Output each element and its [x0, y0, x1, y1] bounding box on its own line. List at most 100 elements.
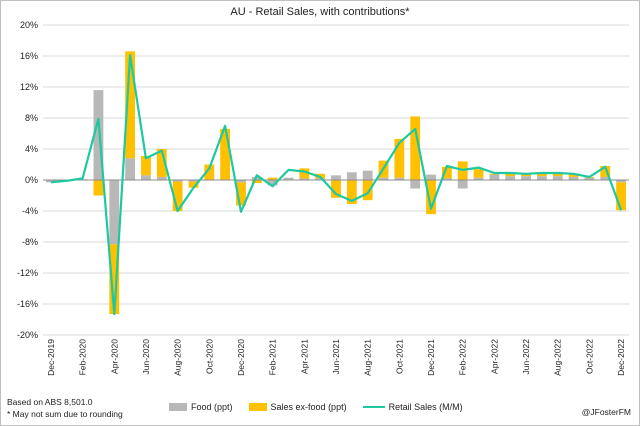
- bar-ex-food: [473, 169, 484, 178]
- bar-ex-food: [109, 244, 120, 315]
- bar-ex-food: [616, 182, 626, 211]
- bar-food: [315, 178, 326, 180]
- bar-ex-food: [299, 168, 310, 179]
- bar-food: [473, 177, 484, 180]
- bar-food: [251, 176, 262, 180]
- bar-food: [141, 175, 151, 180]
- x-tick-label: Dec-2021: [426, 339, 436, 376]
- x-tick-label: Dec-2020: [236, 339, 246, 376]
- y-tick-label: -4%: [22, 206, 38, 216]
- bar-food: [536, 176, 547, 180]
- bar-food: [600, 176, 611, 180]
- bar-ex-food: [141, 155, 151, 176]
- y-tick-label: -16%: [17, 299, 38, 309]
- bar-food: [616, 180, 626, 183]
- legend-swatch-retail: [362, 406, 385, 408]
- x-tick-label: Jun-2021: [331, 339, 341, 375]
- bar-food: [125, 158, 136, 180]
- bar-ex-food: [251, 180, 262, 184]
- bar-ex-food: [267, 177, 278, 180]
- bar-ex-food: [236, 182, 246, 206]
- x-tick-label: Oct-2020: [204, 339, 214, 374]
- x-tick-label: Dec-2022: [616, 339, 626, 376]
- bar-food: [489, 174, 500, 180]
- bar-food: [46, 180, 56, 183]
- bar-ex-food: [568, 173, 579, 177]
- bar-ex-food: [536, 173, 547, 177]
- bar-ex-food: [125, 51, 136, 159]
- bar-ex-food: [156, 149, 167, 177]
- bar-ex-food: [505, 173, 516, 177]
- bar-ex-food: [410, 116, 421, 180]
- y-tick-label: 20%: [20, 20, 38, 30]
- x-tick-label: Feb-2021: [268, 339, 278, 376]
- bar-ex-food: [93, 180, 104, 196]
- x-tick-label: Oct-2021: [394, 339, 404, 374]
- bar-food: [236, 180, 246, 183]
- x-tick-label: Aug-2020: [173, 339, 183, 376]
- bar-ex-food: [426, 180, 436, 215]
- bar-food: [584, 177, 595, 180]
- bar-food: [378, 177, 389, 180]
- bar-ex-food: [362, 180, 373, 201]
- bar-food: [521, 176, 531, 180]
- y-tick-label: -12%: [17, 268, 38, 278]
- x-tick-label: Apr-2022: [489, 339, 499, 374]
- x-tick-label: Aug-2021: [363, 339, 373, 376]
- x-tick-label: Jun-2022: [521, 339, 531, 375]
- bar-food: [346, 172, 357, 180]
- legend-swatch-food: [169, 403, 187, 411]
- legend-item-food: Food (ppt): [169, 402, 233, 412]
- x-tick-label: Feb-2020: [78, 339, 88, 376]
- y-tick-label: 0%: [25, 175, 38, 185]
- bar-food: [410, 180, 421, 189]
- bar-food: [362, 170, 373, 180]
- bar-food: [156, 176, 167, 180]
- bar-food: [93, 90, 104, 180]
- retail-sales-line: [50, 54, 623, 316]
- bar-food: [394, 177, 405, 180]
- bar-ex-food: [188, 181, 199, 188]
- y-tick-label: -20%: [17, 330, 38, 340]
- bar-food: [109, 180, 120, 245]
- chart-legend: Food (ppt) Sales ex-food (ppt) Retail Sa…: [169, 402, 479, 412]
- legend-item-retail: Retail Sales (M/M): [362, 402, 463, 412]
- bar-ex-food: [331, 180, 341, 198]
- legend-label-exfood: Sales ex-food (ppt): [270, 402, 347, 412]
- bar-food: [172, 180, 183, 182]
- bar-food: [441, 178, 452, 180]
- x-tick-label: Feb-2022: [458, 339, 468, 376]
- legend-label-retail: Retail Sales (M/M): [388, 402, 463, 412]
- bar-ex-food: [521, 173, 531, 177]
- bar-ex-food: [204, 164, 215, 180]
- x-tick-label: Jun-2020: [141, 339, 151, 375]
- y-tick-label: 16%: [20, 51, 38, 61]
- bar-ex-food: [441, 166, 452, 179]
- bar-ex-food: [394, 138, 405, 178]
- bar-ex-food: [172, 181, 183, 211]
- author-credit: @JFosterFM: [581, 407, 631, 417]
- y-tick-label: -8%: [22, 237, 38, 247]
- bar-food: [552, 176, 563, 180]
- x-tick-label: Apr-2020: [109, 339, 119, 374]
- legend-item-exfood: Sales ex-food (ppt): [248, 402, 347, 412]
- y-tick-label: 12%: [20, 82, 38, 92]
- bar-food: [188, 180, 199, 182]
- legend-swatch-exfood: [248, 403, 267, 411]
- x-tick-label: Apr-2021: [299, 339, 309, 374]
- legend-label-food: Food (ppt): [191, 402, 233, 412]
- x-tick-label: Aug-2022: [553, 339, 563, 376]
- bar-ex-food: [346, 180, 357, 205]
- y-tick-label: 8%: [25, 113, 38, 123]
- bar-food: [457, 180, 468, 189]
- bar-food: [299, 178, 310, 180]
- bar-ex-food: [489, 173, 500, 175]
- bar-ex-food: [552, 173, 563, 177]
- y-tick-label: 4%: [25, 144, 38, 154]
- chart-title: AU - Retail Sales, with contributions*: [230, 6, 410, 18]
- bar-food: [505, 176, 516, 180]
- bar-food: [568, 176, 579, 180]
- bar-food: [267, 180, 278, 186]
